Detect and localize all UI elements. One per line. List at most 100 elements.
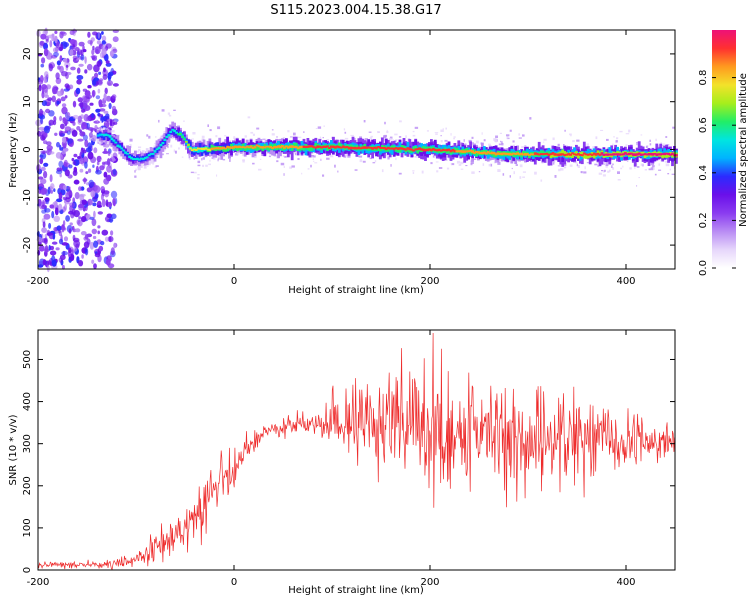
spectrogram-ridge-cell	[132, 158, 135, 160]
colorbar-tick-label: 0.6	[698, 117, 709, 133]
y-tick-label: -20	[22, 237, 33, 253]
spectrogram-ridge-cell	[118, 145, 122, 148]
spectrogram-noise-cell	[41, 227, 47, 234]
spectrogram-noise-cell	[91, 79, 97, 86]
spectrogram-haze-cell	[399, 120, 402, 123]
spectrogram-haze-cell	[620, 167, 623, 170]
spectrogram-ridge-cell	[573, 147, 576, 155]
spectrogram-ridge-cell	[339, 146, 343, 149]
spectrogram-ridge-cell	[569, 153, 572, 156]
spectrogram-haze-cell	[215, 142, 218, 144]
spectrogram-ridge-cell	[236, 145, 239, 152]
spectrogram-haze-cell	[634, 166, 636, 169]
spectrogram-noise-cell	[71, 249, 74, 255]
spectrogram-haze-cell	[665, 163, 670, 167]
spectrogram-haze-cell	[580, 171, 583, 173]
spectrogram-noise-cell	[41, 91, 45, 99]
spectrogram-noise-cell	[83, 177, 87, 185]
spectrogram-noise-cell	[82, 149, 87, 154]
spectrogram-ridge-cell	[614, 153, 617, 156]
spectrogram-haze-cell	[343, 155, 347, 158]
spectrogram-noise-cell	[55, 247, 60, 251]
spectrogram-ridge-cell	[584, 154, 588, 159]
spectrogram-noise-cell	[71, 225, 75, 231]
spectrogram-ridge-cell	[102, 130, 106, 138]
spectrogram-ridge-cell	[247, 146, 251, 149]
spectrogram-haze-cell	[640, 163, 644, 166]
spectrogram-ridge-cell	[145, 156, 149, 159]
spectrogram-ridge-cell	[226, 147, 229, 152]
spectrogram-ridge-cell	[306, 145, 310, 148]
spectrogram-ridge-cell	[200, 142, 204, 152]
spectrogram-noise-cell	[91, 112, 95, 119]
spectrogram-haze-cell	[173, 149, 175, 153]
y-tick-label: 300	[22, 434, 33, 453]
spectrogram-noise-cell	[48, 63, 53, 72]
spectrogram-ridge-cell	[286, 146, 290, 149]
spectrogram-noise-cell	[76, 156, 81, 159]
spectrogram-ridge-cell	[290, 145, 294, 148]
spectrogram-haze-cell	[442, 128, 444, 130]
spectrogram-noise-cell	[79, 129, 82, 133]
spectrogram-ridge-cell	[547, 151, 551, 156]
spectrogram-noise-cell	[63, 88, 70, 92]
spectrogram-noise-cell	[44, 132, 48, 138]
spectrogram-ridge-cell	[647, 153, 651, 160]
spectrogram-noise-cell	[86, 122, 90, 129]
spectrogram-ridge-cell	[647, 153, 651, 156]
spectrogram-haze-cell	[181, 156, 184, 158]
spectrogram-ridge-cell	[222, 147, 225, 152]
spectrogram-ridge-cell	[218, 137, 222, 150]
spectrogram-noise-cell	[43, 125, 51, 134]
spectrogram-haze-cell	[415, 155, 419, 158]
spectrogram-haze-cell	[370, 135, 373, 138]
spectrogram-ridge-cell	[414, 146, 418, 151]
spectrogram-ridge-cell	[377, 146, 380, 152]
spectrogram-noise-cell	[79, 168, 84, 173]
spectrogram-noise-cell	[79, 101, 84, 110]
snr-background	[38, 330, 675, 570]
spectrogram-haze-cell	[432, 155, 435, 158]
spectrogram-ridge-cell	[610, 153, 614, 156]
spectrogram-noise-cell	[106, 116, 109, 120]
spectrogram-haze-cell	[570, 134, 572, 137]
spectrogram-haze-cell	[256, 127, 260, 130]
spectrogram-ridge-cell	[251, 147, 255, 149]
spectrogram-ridge-cell	[586, 148, 590, 156]
spectrogram-haze-cell	[564, 129, 566, 132]
spectrogram-ridge-cell	[392, 145, 396, 157]
spectrogram-ridge-cell	[559, 153, 563, 156]
spectrogram-ridge-cell	[561, 149, 565, 154]
spectrogram-noise-cell	[58, 192, 63, 200]
spectrogram-haze-cell	[197, 154, 199, 157]
spectrogram-ridge-cell	[200, 148, 204, 150]
spectrogram-ridge-cell	[539, 150, 543, 155]
spectrogram-ridge-cell	[149, 153, 153, 155]
spectrogram-ridge-cell	[608, 147, 612, 155]
spectrogram-noise-cell	[97, 211, 104, 215]
spectrogram-ridge-cell	[392, 145, 396, 150]
spectrogram-haze-cell	[167, 145, 169, 149]
spectrogram-noise-cell	[98, 71, 102, 76]
spectrogram-ridge-cell	[257, 145, 261, 151]
spectrogram-noise-cell	[41, 100, 48, 107]
spectrogram-noise-cell	[98, 113, 104, 118]
spectrogram-ridge-cell	[390, 145, 394, 150]
spectrogram-noise-cell	[112, 168, 117, 176]
spectrogram-ridge-cell	[206, 148, 210, 151]
spectrogram-haze-cell	[334, 164, 336, 168]
spectrogram-noise-cell	[73, 166, 78, 173]
spectrogram-ridge-cell	[204, 147, 208, 150]
spectrogram-noise-cell	[61, 103, 67, 108]
spectrogram-noise-cell	[69, 30, 75, 36]
spectrogram-noise-cell	[58, 229, 61, 234]
spectrogram-noise-cell	[68, 228, 72, 234]
spectrogram-haze-cell	[329, 155, 334, 158]
spectrogram-ridge-cell	[388, 147, 392, 150]
spectrogram-noise-cell	[78, 260, 84, 267]
spectrogram-ridge-cell	[580, 154, 584, 157]
spectrogram-noise-cell	[84, 247, 89, 256]
spectrogram-haze-cell	[168, 114, 172, 117]
spectrogram-haze-cell	[611, 165, 613, 168]
spectrogram-noise-cell	[82, 156, 89, 164]
